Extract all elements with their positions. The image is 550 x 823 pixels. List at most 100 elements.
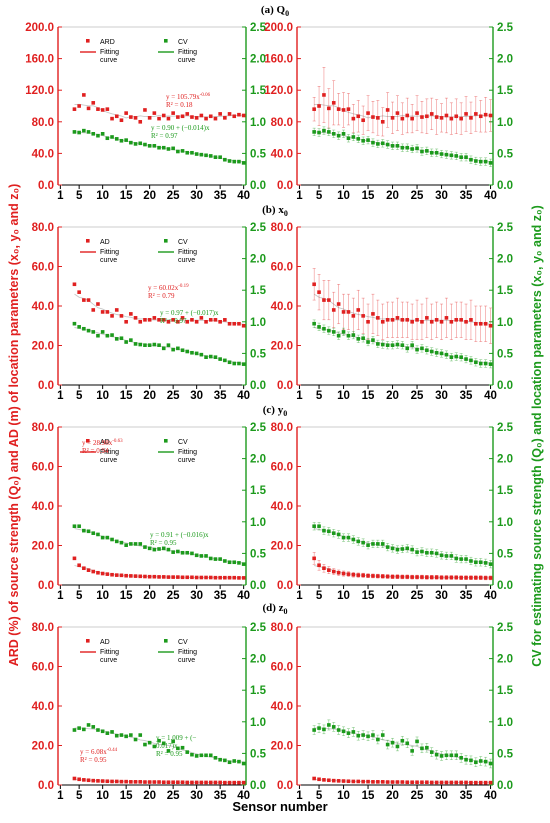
data-point: [237, 361, 241, 366]
data-point: [129, 780, 133, 784]
x-tick-label: 35: [214, 190, 227, 202]
data-point: [204, 153, 208, 158]
y-left-tick-label: 0.0: [38, 780, 54, 792]
x-tick-label: 15: [362, 590, 375, 602]
data-point: [119, 733, 124, 737]
legend-marker: [164, 639, 168, 643]
x-tick-label: 20: [143, 590, 156, 602]
data-point: [312, 107, 316, 111]
data-point: [312, 321, 316, 326]
data-point: [86, 778, 91, 783]
data-point: [444, 753, 449, 758]
y-left-tick-label: 60.0: [271, 462, 293, 474]
y-right-tick-label: 1.5: [250, 85, 267, 97]
data-point: [449, 153, 454, 158]
data-point: [190, 780, 194, 785]
ard-fit-equation: R² = 0.94: [82, 447, 109, 455]
data-point: [194, 351, 199, 356]
data-point: [185, 150, 190, 155]
subplot-z0-left: 1 5 10 15 20 25 30 35 400.020.040.060.080.00.00.…: [32, 622, 267, 802]
subplot-Q0-right: 1 5 10 15 20 25 30 35 400.040.080.0120.0160.0200…: [264, 22, 513, 202]
data-point: [459, 756, 463, 760]
data-point: [166, 320, 171, 324]
data-point: [420, 575, 424, 579]
data-point: [361, 138, 365, 143]
data-point: [317, 777, 321, 782]
data-point: [124, 573, 128, 578]
data-point: [434, 551, 439, 556]
data-point: [129, 115, 133, 119]
data-point: [208, 318, 213, 322]
ard-fit-equation: R² = 0.18: [166, 101, 193, 109]
data-point: [86, 130, 91, 134]
data-point: [208, 114, 213, 119]
data-point: [157, 116, 161, 121]
data-point: [317, 726, 321, 730]
data-point: [180, 316, 185, 320]
y-right-tick-label: 0.5: [497, 348, 514, 360]
x-tick-label: 15: [362, 390, 375, 402]
data-point: [376, 342, 380, 346]
data-point: [124, 320, 128, 324]
data-point: [124, 340, 128, 344]
data-point: [129, 312, 133, 316]
data-point: [351, 333, 356, 337]
y-right-tick-label: 1.0: [497, 517, 513, 529]
data-point: [356, 137, 361, 141]
data-point: [376, 542, 380, 546]
y-right-tick-label: 2.0: [250, 54, 266, 66]
data-point: [464, 557, 468, 561]
data-point: [429, 112, 434, 116]
data-point: [119, 314, 124, 318]
series-cv-Q0: [72, 128, 246, 165]
data-point: [371, 338, 375, 342]
data-point: [366, 573, 370, 578]
y-right-tick-label: 1.5: [250, 485, 267, 497]
data-point: [105, 310, 110, 314]
data-point: [143, 318, 147, 322]
data-point: [190, 575, 194, 580]
data-point: [199, 780, 204, 785]
data-point: [488, 780, 493, 785]
data-point: [223, 157, 227, 162]
cv-fit-equation: R² = 0.97: [151, 132, 178, 140]
data-point: [361, 573, 365, 578]
data-point: [100, 729, 105, 734]
data-point: [478, 321, 483, 326]
data-point: [483, 759, 488, 764]
data-point: [483, 321, 488, 326]
data-point: [180, 550, 185, 555]
data-point: [380, 574, 385, 579]
data-point: [439, 780, 444, 785]
legend-marker-label: ARD: [100, 39, 115, 46]
data-point: [464, 357, 468, 361]
data-point: [194, 320, 199, 324]
data-point: [390, 574, 395, 579]
data-point: [218, 575, 222, 580]
data-point: [100, 330, 105, 334]
data-point: [376, 142, 380, 146]
data-point: [171, 111, 175, 115]
subplot-x0-left: 1 5 10 15 20 25 30 35 400.020.040.060.080.00.00.…: [32, 222, 267, 402]
x-tick-label: 1: [57, 190, 64, 202]
data-point: [171, 575, 175, 579]
y-right-tick-label: 2.5: [497, 422, 514, 434]
y-left-tick-label: 40.0: [32, 501, 54, 513]
data-point: [410, 116, 414, 121]
y-right-tick-label: 0.0: [250, 380, 266, 392]
data-point: [449, 355, 454, 359]
data-point: [400, 116, 405, 121]
data-point: [86, 723, 91, 727]
chart-panel-y0: (c) y01 5 10 15 20 25 30 35 400.020.040.060.080.…: [32, 404, 514, 602]
data-point: [110, 333, 114, 337]
data-point: [133, 737, 138, 742]
x-tick-label: 35: [460, 390, 473, 402]
data-point: [133, 780, 138, 784]
data-point: [86, 106, 91, 111]
data-point: [415, 347, 419, 352]
data-point: [72, 524, 77, 529]
data-point: [469, 157, 473, 162]
fitting-curve: [74, 103, 244, 119]
data-point: [376, 737, 380, 742]
data-point: [395, 574, 400, 579]
